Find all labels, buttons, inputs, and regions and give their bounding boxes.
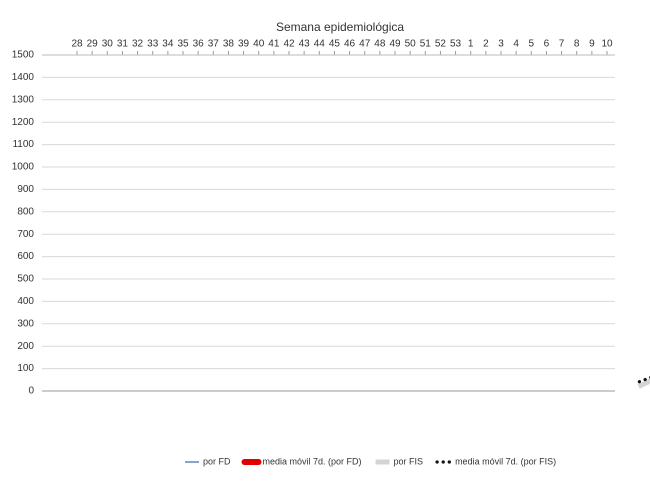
- week-tick-label: 49: [389, 39, 401, 50]
- week-tick-label: 7: [559, 39, 565, 50]
- y-tick-label: 1100: [12, 139, 34, 150]
- week-tick-label: 34: [162, 39, 174, 50]
- week-tick-label: 29: [87, 39, 99, 50]
- week-tick-label: 8: [574, 39, 580, 50]
- week-tick-label: 2: [483, 39, 489, 50]
- legend-label: media móvil 7d. (por FIS): [455, 456, 556, 466]
- week-tick-label: 43: [299, 39, 311, 50]
- y-tick-label: 700: [17, 229, 34, 240]
- week-tick-label: 50: [405, 39, 417, 50]
- week-tick-label: 44: [314, 39, 326, 50]
- y-tick-label: 1200: [12, 117, 35, 128]
- y-tick-label: 200: [17, 341, 34, 352]
- week-tick-label: 52: [435, 39, 447, 50]
- y-tick-label: 1000: [12, 162, 35, 173]
- week-tick-label: 36: [193, 39, 205, 50]
- week-tick-label: 32: [132, 39, 144, 50]
- week-tick-label: 37: [208, 39, 220, 50]
- y-tick-label: 0: [28, 386, 34, 397]
- week-tick-label: 33: [147, 39, 159, 50]
- week-tick-label: 28: [71, 39, 83, 50]
- y-tick-label: 400: [17, 296, 34, 307]
- y-tick-label: 1500: [12, 50, 35, 61]
- y-tick-label: 1400: [12, 72, 35, 83]
- week-tick-label: 42: [283, 39, 295, 50]
- week-tick-label: 48: [374, 39, 386, 50]
- y-tick-label: 500: [17, 274, 34, 285]
- week-tick-label: 6: [544, 39, 550, 50]
- y-tick-label: 600: [17, 251, 34, 262]
- legend-label: por FD: [203, 456, 231, 466]
- y-tick-label: 1300: [12, 94, 35, 105]
- week-axis-title: Semana epidemiológica: [276, 20, 404, 34]
- week-tick-label: 30: [102, 39, 114, 50]
- week-tick-label: 31: [117, 39, 129, 50]
- week-tick-label: 1: [468, 39, 474, 50]
- legend-label: por FIS: [394, 456, 424, 466]
- y-tick-label: 100: [17, 363, 34, 374]
- week-tick-label: 47: [359, 39, 371, 50]
- legend-label: media móvil 7d. (por FD): [263, 456, 362, 466]
- week-tick-label: 38: [223, 39, 235, 50]
- week-tick-label: 51: [420, 39, 432, 50]
- week-tick-label: 53: [450, 39, 462, 50]
- week-tick-label: 35: [177, 39, 189, 50]
- week-tick-label: 4: [513, 39, 519, 50]
- week-tick-label: 3: [498, 39, 504, 50]
- y-tick-label: 300: [17, 318, 34, 329]
- week-tick-label: 39: [238, 39, 250, 50]
- y-tick-label: 800: [17, 206, 34, 217]
- week-tick-label: 45: [329, 39, 341, 50]
- week-tick-label: 41: [268, 39, 280, 50]
- week-tick-label: 5: [529, 39, 535, 50]
- week-tick-label: 10: [601, 39, 613, 50]
- week-tick-label: 40: [253, 39, 265, 50]
- week-tick-label: 9: [589, 39, 595, 50]
- week-tick-label: 46: [344, 39, 356, 50]
- y-tick-label: 900: [17, 184, 34, 195]
